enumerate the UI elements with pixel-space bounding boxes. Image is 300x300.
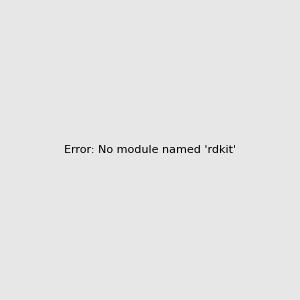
- Text: Error: No module named 'rdkit': Error: No module named 'rdkit': [64, 145, 236, 155]
